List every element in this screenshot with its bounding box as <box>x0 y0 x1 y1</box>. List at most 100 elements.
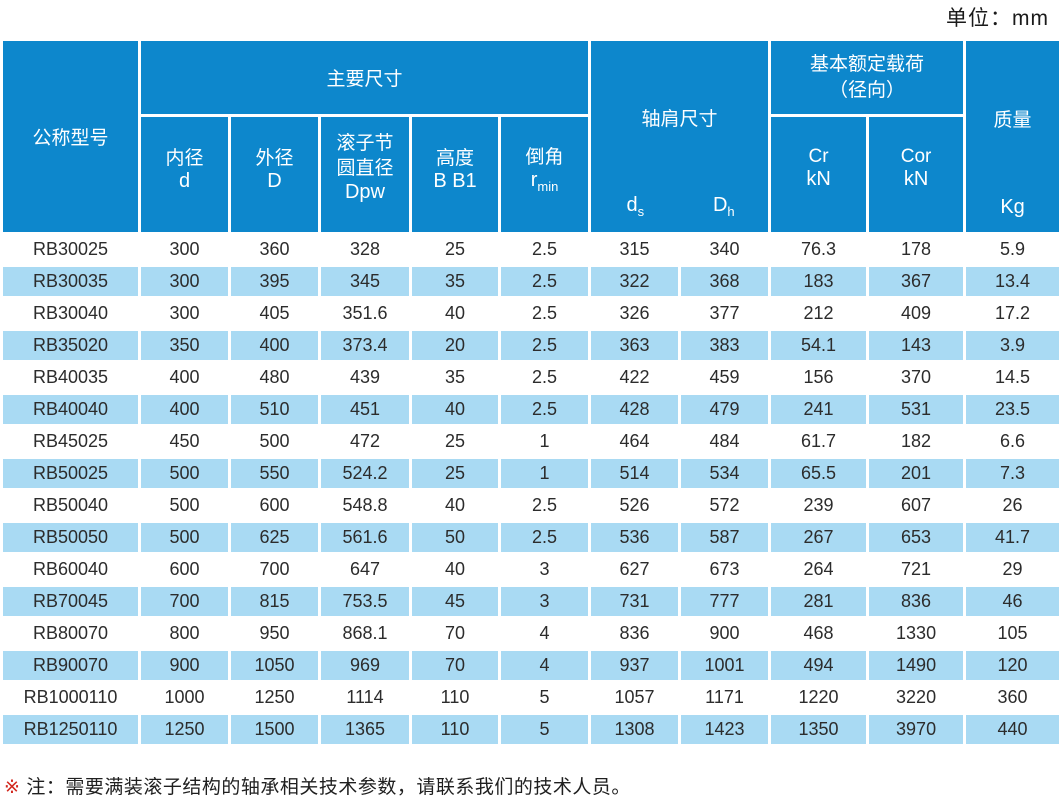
table-row: RB30025 300 360 328 25 2.5 315 340 76.3 178 5.9 <box>0 232 1059 267</box>
table-cell: 105 <box>963 616 1059 651</box>
table-cell: 439 <box>318 360 412 395</box>
table-cell: 1423 <box>678 712 772 747</box>
table-cell: 1308 <box>588 712 682 747</box>
table-cell: RB90070 <box>0 648 141 683</box>
table-cell: 2.5 <box>497 520 592 555</box>
table-cell: 1250 <box>228 680 321 715</box>
table-cell: 1365 <box>318 712 412 747</box>
table-cell: 625 <box>228 520 321 555</box>
table-cell: 480 <box>228 360 321 395</box>
table-cell: RB30040 <box>0 296 141 331</box>
table-cell: 969 <box>318 648 412 683</box>
table-cell: 183 <box>768 264 870 299</box>
table-cell: 1500 <box>228 712 321 747</box>
table-cell: 201 <box>866 456 967 491</box>
table-cell: 2.5 <box>497 264 592 299</box>
header-symbol-D: D <box>267 170 282 192</box>
table-cell: RB1000110 <box>0 680 141 715</box>
table-cell: 450 <box>138 424 231 459</box>
header-main-dimensions: 主要尺寸 <box>137 38 592 117</box>
table-row: RB30040 300 405 351.6 40 2.5 326 377 212 409 17.2 <box>0 296 1059 331</box>
table-cell: 264 <box>768 552 870 587</box>
table-cell: 1330 <box>866 616 967 651</box>
table-cell: 3970 <box>866 712 967 747</box>
header-cor: Cor kN <box>866 114 967 235</box>
table-cell: 400 <box>138 392 231 427</box>
table-cell: RB45025 <box>0 424 141 459</box>
table-cell: 472 <box>318 424 412 459</box>
table-cell: 2.5 <box>497 328 592 363</box>
table-cell: 494 <box>768 648 870 683</box>
table-cell: 2.5 <box>497 488 592 523</box>
table-cell: 422 <box>588 360 682 395</box>
table-cell: 526 <box>588 488 682 523</box>
table-cell: 673 <box>678 552 772 587</box>
table-cell: 1050 <box>228 648 321 683</box>
table-cell: 370 <box>866 360 967 395</box>
table-cell: 300 <box>138 232 231 267</box>
table-cell: 1171 <box>678 680 772 715</box>
table-cell: 4 <box>497 648 592 683</box>
table-cell: 345 <box>318 264 412 299</box>
table-row: RB1000110 1000 1250 1114 110 5 1057 1171 1220 322… <box>0 680 1059 715</box>
header-inner-diameter: 内径 d <box>138 114 231 235</box>
table-cell: 26 <box>963 488 1059 523</box>
unit-label: 单位：mm <box>946 7 1049 30</box>
table-cell: 700 <box>228 552 321 587</box>
table-cell: 367 <box>866 264 967 299</box>
table-cell: 459 <box>678 360 772 395</box>
table-cell: 328 <box>318 232 412 267</box>
table-cell: 451 <box>318 392 412 427</box>
table-cell: 777 <box>678 584 772 619</box>
header-basic-load: 基本额定载荷 （径向） <box>768 38 967 117</box>
table-cell: 900 <box>138 648 231 683</box>
table-cell: 3 <box>497 584 592 619</box>
table-cell: 600 <box>138 552 231 587</box>
table-cell: 5 <box>497 712 592 747</box>
table-cell: RB80070 <box>0 616 141 651</box>
table-cell: 815 <box>228 584 321 619</box>
table-cell: 550 <box>228 456 321 491</box>
table-cell: 6.6 <box>963 424 1059 459</box>
table-cell: 241 <box>768 392 870 427</box>
table-cell: RB40040 <box>0 392 141 427</box>
table-cell: 937 <box>588 648 682 683</box>
table-cell: 464 <box>588 424 682 459</box>
table-cell: 110 <box>409 712 501 747</box>
table-cell: 29 <box>963 552 1059 587</box>
table-cell: 40 <box>409 488 501 523</box>
table-cell: 500 <box>228 424 321 459</box>
table-body: RB30025 300 360 328 25 2.5 315 340 76.3 178 5.9 RB3… <box>0 232 1059 747</box>
table-cell: 20 <box>409 328 501 363</box>
table-cell: 5.9 <box>963 232 1059 267</box>
table-cell: 340 <box>678 232 772 267</box>
header-outer-diameter: 外径 D <box>228 114 321 235</box>
table-row: RB80070 800 950 868.1 70 4 836 900 468 1330 105 <box>0 616 1059 651</box>
table-cell: 281 <box>768 584 870 619</box>
table-cell: RB1250110 <box>0 712 141 747</box>
table-cell: 950 <box>228 616 321 651</box>
table-cell: 500 <box>138 456 231 491</box>
table-cell: RB40035 <box>0 360 141 395</box>
table-cell: 484 <box>678 424 772 459</box>
table-cell: 731 <box>588 584 682 619</box>
table-cell: 1 <box>497 424 592 459</box>
table-cell: 350 <box>138 328 231 363</box>
header-cr: Cr kN <box>768 114 870 235</box>
header-symbol-ds: ds <box>626 194 645 219</box>
table-cell: 35 <box>409 264 501 299</box>
table-cell: 23.5 <box>963 392 1059 427</box>
table-cell: 1001 <box>678 648 772 683</box>
table-cell: 500 <box>138 488 231 523</box>
table-cell: 267 <box>768 520 870 555</box>
header-cr-unit: kN <box>806 167 831 190</box>
table-cell: 1057 <box>588 680 682 715</box>
table-cell: 700 <box>138 584 231 619</box>
header-height: 高度 B B1 <box>409 114 501 235</box>
table-cell: 395 <box>228 264 321 299</box>
table-cell: 409 <box>866 296 967 331</box>
table-cell: 1490 <box>866 648 967 683</box>
table-cell: 514 <box>588 456 682 491</box>
table-cell: 647 <box>318 552 412 587</box>
table-row: RB60040 600 700 647 40 3 627 673 264 721 29 <box>0 552 1059 587</box>
